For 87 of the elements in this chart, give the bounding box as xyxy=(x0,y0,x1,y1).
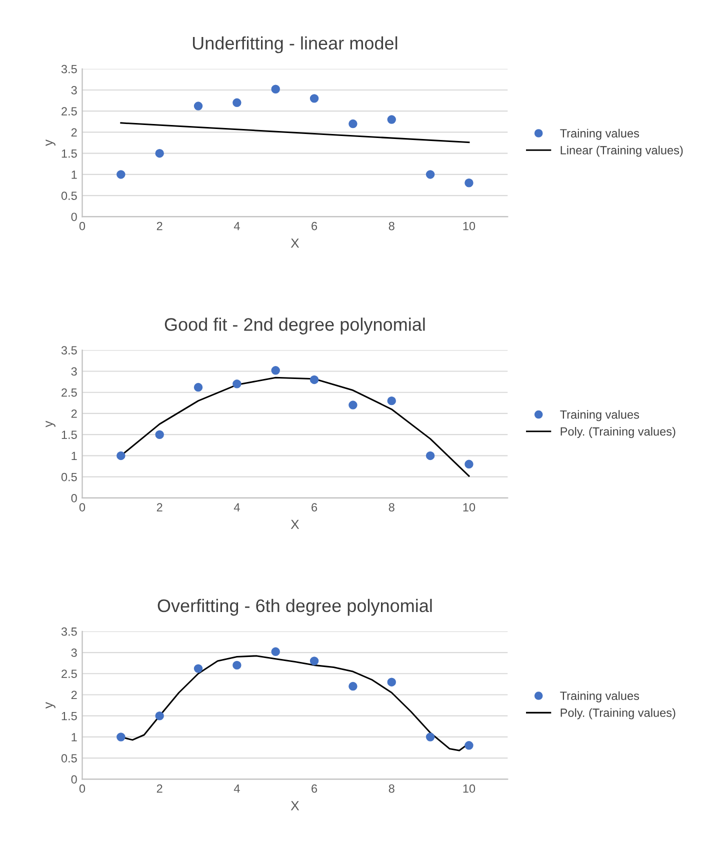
x-tick-label: 10 xyxy=(463,784,476,793)
y-tick-label: 3.5 xyxy=(61,346,77,355)
x-tick-label: 10 xyxy=(463,222,476,230)
x-tick-label: 0 xyxy=(79,222,86,230)
y-tick-label: 0.5 xyxy=(61,192,77,200)
y-tick-label: 0 xyxy=(71,775,77,784)
y-tick-label: 3 xyxy=(71,86,77,94)
point xyxy=(194,382,203,392)
y-tick-label: 0.5 xyxy=(61,472,77,482)
point xyxy=(387,115,396,124)
point xyxy=(387,396,396,406)
point xyxy=(464,178,474,188)
legend-label: Training values xyxy=(560,128,640,140)
y-tick-label: 2 xyxy=(71,410,77,418)
y-axis-title: y xyxy=(46,140,56,146)
x-tick-label: 2 xyxy=(156,222,162,230)
point xyxy=(310,656,319,666)
point xyxy=(310,94,319,103)
x-tick-label: 2 xyxy=(156,784,162,793)
y-tick-label: 2.5 xyxy=(62,107,77,116)
x-tick-label: 6 xyxy=(312,503,318,512)
x-tick-label: 8 xyxy=(388,784,394,793)
point xyxy=(426,170,435,179)
y-tick-label: 2.5 xyxy=(62,388,77,397)
point xyxy=(387,678,396,686)
y-tick-label: 3 xyxy=(71,367,77,376)
y-tick-label: 1 xyxy=(72,733,77,742)
x-tick-label: 6 xyxy=(312,784,318,793)
y-tick-label: 3.5 xyxy=(61,64,77,74)
x-tick-label: 6 xyxy=(312,222,318,230)
y-axis-title: y xyxy=(46,702,56,709)
y-tick-label: 2 xyxy=(71,690,77,700)
legend-label: Poly. (Training values) xyxy=(560,426,676,438)
y-tick-label: 0.5 xyxy=(61,754,77,762)
x-axis-title: X xyxy=(290,801,300,810)
point xyxy=(426,732,435,742)
x-tick-label: 4 xyxy=(234,503,240,512)
y-tick-label: 1 xyxy=(72,452,77,460)
legend-label: Training values xyxy=(560,691,640,702)
y-axis-title: y xyxy=(46,420,56,428)
point xyxy=(348,400,358,410)
y-tick-label: 0 xyxy=(71,212,77,222)
point xyxy=(194,102,203,110)
point xyxy=(348,119,358,128)
point xyxy=(310,375,319,384)
chart-title: Underfitting - linear model xyxy=(192,36,398,54)
y-tick-label: 3 xyxy=(71,648,77,657)
point xyxy=(116,451,126,460)
y-tick-label: 1.5 xyxy=(62,712,77,720)
x-tick-label: 2 xyxy=(156,503,162,512)
point xyxy=(271,84,280,94)
point xyxy=(464,741,474,750)
y-tick-label: 1 xyxy=(72,170,77,179)
x-tick-label: 4 xyxy=(234,784,240,793)
y-tick-label: 3.5 xyxy=(61,627,77,636)
chart-title: Good fit - 2nd degree polynomial xyxy=(164,318,425,334)
legend-label: Linear (Training values) xyxy=(560,146,683,157)
point xyxy=(155,430,164,439)
y-tick-label: 1.5 xyxy=(62,149,77,158)
y-tick-label: 2 xyxy=(71,128,77,137)
point xyxy=(348,682,358,691)
y-tick-label: 2.5 xyxy=(62,670,77,678)
point xyxy=(116,732,126,742)
point xyxy=(155,148,164,158)
point xyxy=(155,711,164,720)
legend-label: Training values xyxy=(560,410,640,422)
x-tick-label: 4 xyxy=(234,222,240,230)
x-tick-label: 8 xyxy=(388,222,394,230)
chart-title: Overfitting - 6th degree polynomial xyxy=(158,598,432,616)
x-tick-label: 0 xyxy=(79,784,86,793)
point xyxy=(232,660,242,670)
legend-label: Poly. (Training values) xyxy=(560,708,676,720)
x-axis-title: X xyxy=(290,520,300,529)
point xyxy=(232,98,242,108)
point xyxy=(271,366,280,375)
point xyxy=(464,460,474,469)
point xyxy=(271,647,280,656)
x-tick-label: 8 xyxy=(388,503,394,512)
point xyxy=(426,451,435,460)
point xyxy=(194,664,203,673)
point xyxy=(116,170,126,179)
x-axis-title: X xyxy=(290,238,300,248)
y-tick-label: 1.5 xyxy=(62,430,77,439)
x-tick-label: 0 xyxy=(79,503,86,512)
x-tick-label: 10 xyxy=(463,503,476,512)
point xyxy=(232,380,242,388)
y-tick-label: 0 xyxy=(71,494,77,502)
